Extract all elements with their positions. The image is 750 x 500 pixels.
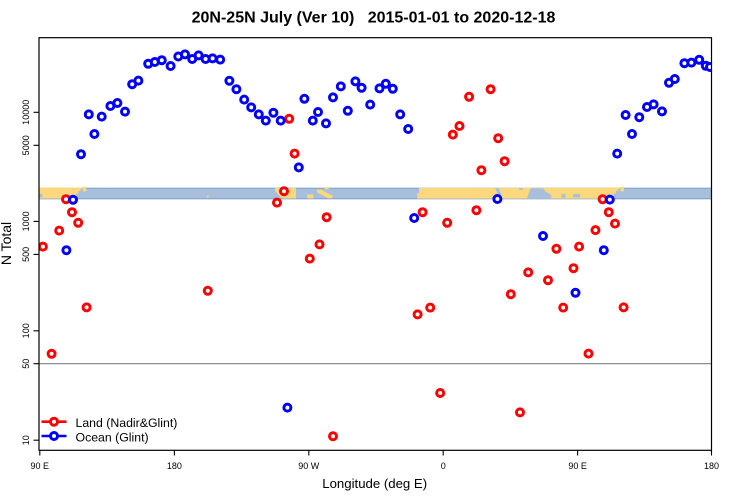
svg-text:90 E: 90 E — [568, 461, 587, 471]
svg-text:5000: 5000 — [21, 135, 31, 155]
svg-text:500: 500 — [21, 247, 31, 262]
svg-text:Land (Nadir&Glint): Land (Nadir&Glint) — [76, 416, 178, 430]
svg-text:0: 0 — [441, 461, 446, 471]
svg-text:90 W: 90 W — [298, 461, 320, 471]
svg-text:10: 10 — [21, 435, 31, 445]
svg-text:10000: 10000 — [21, 100, 31, 125]
svg-text:Ocean (Glint): Ocean (Glint) — [76, 430, 149, 444]
svg-text:20N-25N July (Ver 10) 2015-0: 20N-25N July (Ver 10) 2015-01-01 to 2020… — [192, 10, 556, 27]
svg-text:Longitude (deg E): Longitude (deg E) — [322, 476, 427, 491]
svg-text:180: 180 — [704, 461, 719, 471]
svg-text:100: 100 — [21, 323, 31, 338]
svg-text:180: 180 — [167, 461, 182, 471]
svg-text:50: 50 — [21, 359, 31, 369]
svg-text:1000: 1000 — [21, 211, 31, 231]
svg-text:N Total: N Total — [0, 222, 14, 265]
svg-text:90 E: 90 E — [31, 461, 50, 471]
